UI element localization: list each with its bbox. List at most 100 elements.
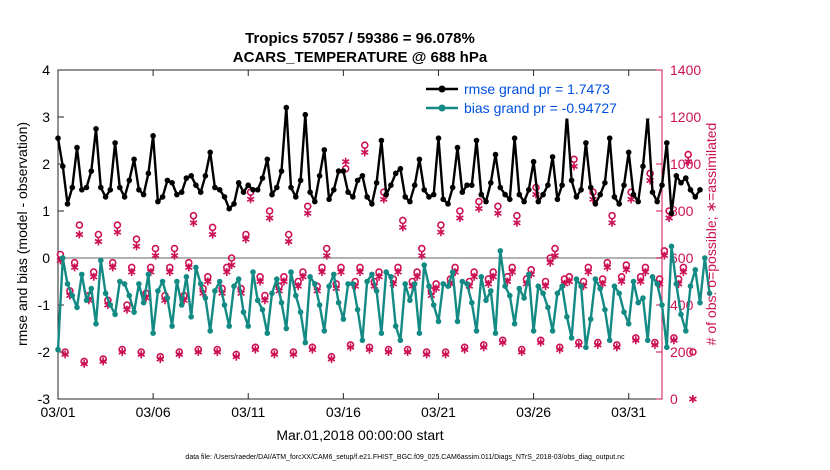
data-point <box>278 299 285 306</box>
obs-assimilated-marker <box>650 340 659 349</box>
data-point <box>264 330 271 337</box>
data-point <box>193 264 199 271</box>
asterisk-stroke <box>555 346 564 353</box>
asterisk-stroke <box>650 342 659 348</box>
data-point <box>193 182 199 188</box>
asterisk-stroke <box>70 264 79 271</box>
data-point <box>288 184 294 191</box>
data-point <box>659 302 665 308</box>
data-point <box>297 177 304 184</box>
asterisk-stroke <box>560 281 569 287</box>
legend-rmse-label: rmse grand pr = 1.7473 <box>464 81 610 97</box>
y-axis-right-label: # of obs: o=possible; ∗=assimilated <box>703 123 719 346</box>
obs-assimilated-marker <box>341 157 350 166</box>
legend: rmse grand pr = 1.7473 bias grand pr = -… <box>421 77 659 119</box>
asterisk-stroke <box>375 274 383 280</box>
asterisk-stroke <box>517 349 526 355</box>
data-point <box>687 187 694 193</box>
data-point <box>511 321 518 327</box>
data-point <box>369 201 375 207</box>
data-point <box>464 182 470 188</box>
plot-area <box>57 69 663 400</box>
data-point <box>159 278 166 285</box>
obs-assimilated-marker <box>517 348 526 356</box>
data-point <box>449 269 456 275</box>
data-point <box>64 201 71 207</box>
x-tick-label: 03/16 <box>326 404 361 420</box>
chart-title-line2: ACARS_TEMPERATURE @ 688 hPa <box>233 49 488 66</box>
asterisk-stroke <box>475 205 483 212</box>
obs-assimilated-marker <box>565 277 574 286</box>
data-point <box>364 278 370 285</box>
obs-assimilated-marker <box>322 251 331 260</box>
asterisk-stroke <box>498 339 507 346</box>
asterisk-stroke <box>308 346 317 353</box>
obs-assimilated-marker <box>132 242 141 251</box>
obs-possible-marker <box>513 211 521 220</box>
asterisk-stroke <box>484 281 493 287</box>
data-point <box>697 299 703 306</box>
obs-assimilated-marker <box>684 157 693 166</box>
asterisk-stroke <box>489 274 498 280</box>
data-point <box>573 194 580 200</box>
data-point <box>55 346 61 353</box>
obs-possible-marker <box>551 244 559 253</box>
data-point <box>597 191 603 198</box>
x-tick-label: 03/11 <box>231 404 265 420</box>
obs-assimilated-marker <box>365 345 374 354</box>
obs-assimilated-marker <box>246 195 255 204</box>
data-point <box>326 283 332 290</box>
data-point <box>321 328 328 334</box>
data-point <box>435 318 442 325</box>
obs-assimilated-marker <box>222 268 231 277</box>
asterisk-stroke <box>108 264 117 271</box>
data-point <box>511 135 518 141</box>
y-left-tick-label: -2 <box>38 344 51 360</box>
asterisk-stroke <box>251 346 260 353</box>
asterisk-stroke <box>379 196 388 202</box>
asterisk-stroke <box>422 351 431 358</box>
data-point <box>668 210 675 217</box>
data-point <box>483 198 489 205</box>
asterisk-stroke <box>184 264 193 271</box>
asterisk-stroke <box>636 278 645 285</box>
obs-assimilated-marker <box>241 235 250 244</box>
data-point <box>174 278 180 285</box>
obs-possible-marker <box>75 221 84 229</box>
asterisk-stroke <box>327 356 336 362</box>
data-point <box>692 194 699 200</box>
data-point <box>107 302 114 308</box>
data-point <box>606 135 613 141</box>
obs-assimilated-marker <box>536 338 545 347</box>
obs-assimilated-marker <box>165 268 174 277</box>
asterisk-stroke <box>246 196 255 202</box>
data-point <box>611 283 618 290</box>
obs-assimilated-marker <box>384 348 393 356</box>
data-point <box>526 187 532 193</box>
data-point <box>388 274 394 280</box>
data-point <box>568 177 575 184</box>
asterisk-stroke <box>436 229 445 235</box>
x-tick-label: 03/21 <box>421 404 456 420</box>
data-point <box>226 323 232 329</box>
obs-assimilated-marker <box>432 284 440 293</box>
data-point <box>202 295 209 301</box>
data-point <box>497 248 504 254</box>
obs-assimilated-marker <box>208 230 217 239</box>
data-point <box>440 281 447 287</box>
data-point <box>668 243 675 250</box>
data-point <box>502 283 508 290</box>
data-point <box>683 175 689 181</box>
data-point <box>102 290 109 297</box>
asterisk-stroke <box>194 349 203 355</box>
asterisk-stroke <box>670 337 678 343</box>
data-point <box>145 271 152 278</box>
asterisk-stroke <box>631 337 640 343</box>
obs-assimilated-marker <box>356 268 364 277</box>
data-point <box>554 196 561 203</box>
data-point <box>578 283 584 290</box>
data-point <box>231 201 237 207</box>
data-point <box>407 198 413 205</box>
data-point <box>202 173 209 179</box>
obs-assimilated-marker <box>484 279 493 288</box>
